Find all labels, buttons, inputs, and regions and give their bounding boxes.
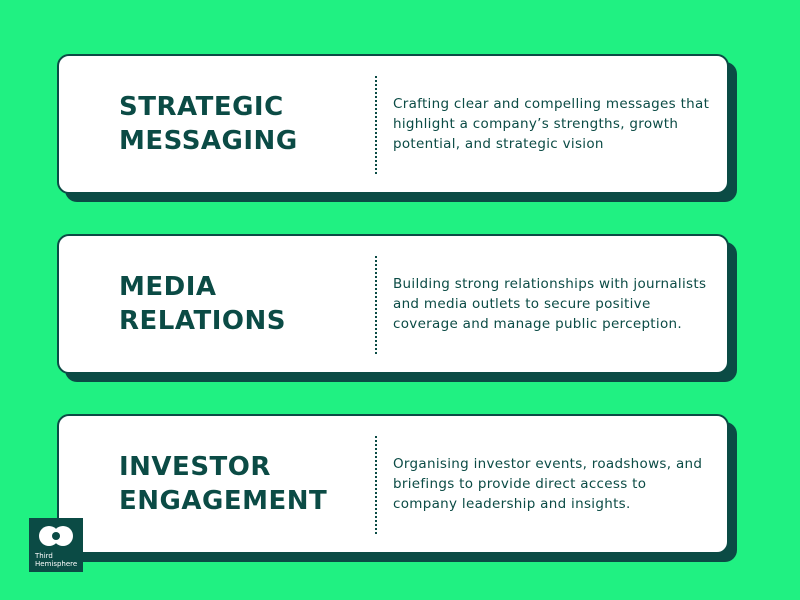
card-title: INVESTOR ENGAGEMENT (119, 416, 369, 552)
card-investor-engagement: INVESTOR ENGAGEMENT Organising investor … (57, 414, 737, 562)
card-title: MEDIA RELATIONS (119, 236, 369, 372)
third-hemisphere-logo: Third Hemisphere (29, 518, 83, 572)
card-title-line2: MESSAGING (119, 126, 298, 156)
card-body: STRATEGIC MESSAGING Crafting clear and c… (57, 54, 729, 194)
card-description: Building strong relationships with journ… (393, 276, 707, 332)
logo-line2: Hemisphere (35, 560, 78, 568)
card-title-line1: INVESTOR (119, 452, 271, 482)
card-title-line2: ENGAGEMENT (119, 486, 328, 516)
card-title-line1: STRATEGIC (119, 92, 284, 122)
card-body: MEDIA RELATIONS Building strong relation… (57, 234, 729, 374)
card-description: Crafting clear and compelling messages t… (393, 96, 710, 152)
logo-text: Third Hemisphere (35, 552, 77, 568)
dotted-divider (375, 436, 377, 534)
dotted-divider (375, 256, 377, 354)
card-media-relations: MEDIA RELATIONS Building strong relation… (57, 234, 737, 382)
card-title: STRATEGIC MESSAGING (119, 56, 369, 192)
card-strategic-messaging: STRATEGIC MESSAGING Crafting clear and c… (57, 54, 737, 202)
logo-line1: Third (35, 552, 53, 560)
logo-circles-icon (39, 526, 73, 546)
card-title-line2: RELATIONS (119, 306, 286, 336)
card-title-line1: MEDIA (119, 272, 217, 302)
card-body: INVESTOR ENGAGEMENT Organising investor … (57, 414, 729, 554)
card-description: Organising investor events, roadshows, a… (393, 456, 703, 512)
dotted-divider (375, 76, 377, 174)
